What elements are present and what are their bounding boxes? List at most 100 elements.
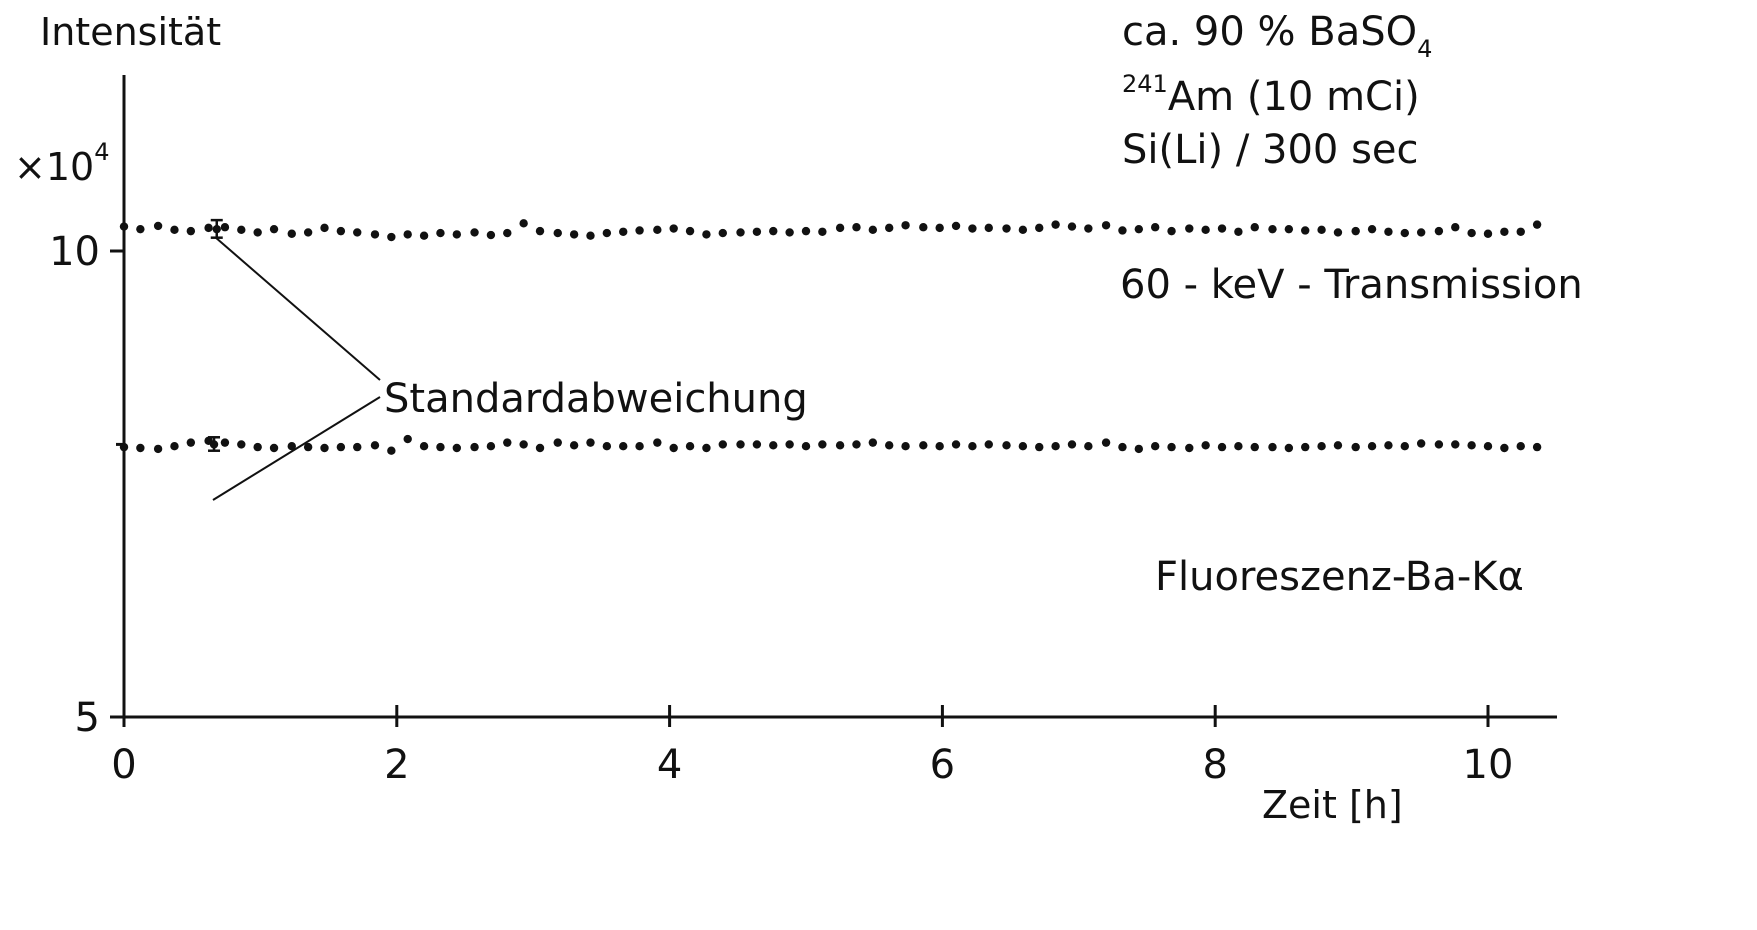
series-1-point-32 [653, 438, 662, 447]
x-tick-label-4: 8 [1202, 742, 1227, 788]
series-1-point-36 [718, 440, 727, 449]
series-1-point-19 [436, 442, 445, 452]
series-1-point-68 [1250, 442, 1259, 452]
series-1-point-34 [685, 442, 695, 451]
series-0-point-15 [370, 230, 380, 239]
series-0-point-26 [553, 228, 562, 238]
series-0-point-72 [1317, 225, 1326, 235]
series-1-point-83 [1500, 443, 1509, 453]
series-0-point-71 [1301, 226, 1310, 235]
x-axis-label: Zeit [h] [1262, 783, 1403, 827]
series-0-point-29 [602, 228, 612, 238]
series-0-point-46 [885, 223, 894, 233]
series-0-point-31 [635, 226, 644, 235]
series-1-point-31 [635, 442, 644, 451]
series-0-point-41 [801, 226, 811, 236]
series-0-point-43 [835, 223, 845, 233]
series-0-point-22 [486, 230, 496, 240]
series-1-point-80 [1451, 440, 1460, 449]
y-tick-label-0: 5 [75, 695, 100, 741]
series-1-point-46 [885, 441, 894, 450]
series-1-point-37 [736, 440, 745, 449]
series-1-point-45 [868, 438, 878, 447]
series-0-point-27 [569, 230, 579, 239]
series-1-point-25 [535, 443, 545, 453]
series-1-point-38 [752, 440, 762, 449]
series-1-point-10 [287, 442, 296, 451]
series-0-point-14 [353, 228, 362, 237]
x-tick-label-5: 10 [1463, 742, 1514, 788]
series-0-point-85 [1532, 220, 1542, 229]
series-0-point-78 [1416, 228, 1426, 237]
series-0-point-18 [419, 231, 429, 240]
series-0-point-52 [984, 223, 993, 233]
std-dev-leader-upper [214, 236, 381, 381]
series-1-point-58 [1084, 442, 1093, 451]
series-1-point-84 [1516, 442, 1525, 451]
series-0-point-36 [718, 228, 727, 238]
series-0-point-40 [785, 228, 794, 237]
series-0-point-59 [1101, 221, 1111, 230]
series-0-point-83 [1500, 227, 1509, 236]
y-multiplier-label: ×104 [14, 138, 109, 189]
series-0-point-9 [269, 224, 279, 234]
series-1-point-53 [1002, 441, 1011, 450]
x-tick-label-0: 0 [111, 742, 136, 788]
series-1-point-49 [935, 442, 944, 451]
series-label-fluorescence: Fluoreszenz-Ba-Kα [1155, 554, 1524, 600]
series-0-point-5 [204, 223, 213, 233]
axes: 0 2 4 6 8 10 5 10 [49, 75, 1557, 788]
series-1-point-29 [602, 442, 612, 451]
sample-annotation-text: ca. 90 % BaSO [1122, 9, 1417, 55]
series-0-point-69 [1268, 224, 1277, 234]
series-0-point-76 [1384, 227, 1393, 236]
series-0-point-32 [653, 225, 662, 235]
series-0-point-55 [1035, 223, 1044, 233]
series-1-point-30 [619, 442, 628, 451]
series-0-point-17 [403, 230, 412, 239]
x-tick-label-3: 6 [930, 742, 955, 788]
series-1-point-65 [1201, 441, 1210, 450]
series-0-point-33 [669, 224, 678, 233]
series-1-point-35 [702, 443, 711, 453]
series-1-point-67 [1234, 442, 1243, 451]
series-0-point-67 [1234, 227, 1243, 236]
series-1-point-82 [1483, 442, 1493, 451]
series-1-point-11 [303, 442, 313, 452]
series-1-point-6 [220, 438, 230, 447]
series-1-point-56 [1051, 442, 1060, 451]
series-0-point-50 [951, 221, 961, 231]
annotations: ca. 90 % BaSO4 241Am (10 mCi) Si(Li) / 3… [212, 9, 1583, 600]
series-1-point-48 [919, 441, 928, 450]
std-dev-annotation: Standardabweichung [384, 376, 808, 422]
series-1 [119, 434, 1542, 455]
series-1-point-22 [486, 442, 496, 451]
std-dev-leader-lower [212, 396, 381, 501]
series-1-point-75 [1367, 442, 1377, 451]
series-0-point-63 [1167, 226, 1176, 236]
series-1-point-64 [1185, 443, 1194, 453]
series-0-point-13 [336, 226, 346, 236]
source-annotation-text: Am (10 mCi) [1168, 74, 1420, 120]
series-1-point-26 [553, 438, 562, 447]
series-1-point-42 [818, 440, 827, 449]
series-0-point-75 [1367, 224, 1377, 234]
series-label-transmission: 60 - keV - Transmission [1120, 262, 1583, 308]
series-1-point-50 [951, 440, 961, 449]
series-0-point-81 [1467, 228, 1476, 238]
series-0-point-45 [868, 225, 878, 235]
series-1-point-70 [1284, 443, 1294, 453]
series-0-point-12 [320, 223, 329, 233]
series-0-point-53 [1002, 224, 1011, 233]
series-0-point-82 [1483, 229, 1493, 238]
series-1-point-51 [968, 442, 977, 451]
series-0-point-28 [586, 231, 595, 240]
series-1-error-center [209, 440, 219, 449]
series-1-point-17 [403, 434, 412, 444]
series-1-point-60 [1118, 442, 1127, 452]
series-0-point-70 [1284, 224, 1294, 234]
series-0-point-19 [436, 228, 445, 238]
series-1-point-72 [1317, 442, 1326, 451]
x-tick-label-2: 4 [657, 742, 682, 788]
series-0-point-80 [1451, 223, 1460, 232]
